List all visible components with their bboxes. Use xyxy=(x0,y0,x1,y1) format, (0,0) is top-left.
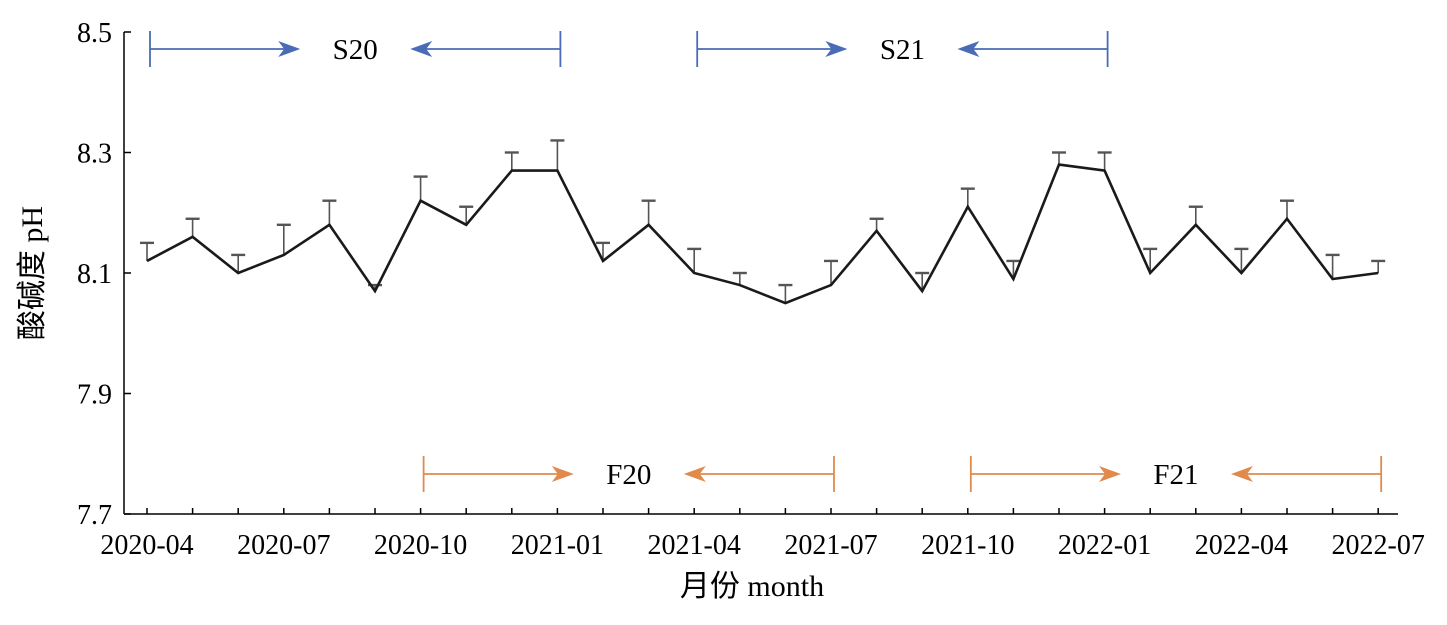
error-bar xyxy=(1234,247,1249,273)
error-bar xyxy=(732,271,747,286)
error-bar xyxy=(1188,205,1203,225)
error-bar xyxy=(824,259,838,286)
x-axis-title: 月份 month xyxy=(680,570,824,603)
x-tick-label: 2022-07 xyxy=(1332,530,1425,561)
error-bar xyxy=(596,241,610,261)
error-bar xyxy=(915,271,930,292)
y-ticks: 7.7 7.9 8.1 8.3 8.5 xyxy=(77,18,131,531)
error-bar xyxy=(960,187,975,207)
error-bar xyxy=(641,199,656,225)
period-right-arrowhead xyxy=(825,41,848,57)
x-tick-label: 2020-10 xyxy=(374,530,467,561)
period-label: F21 xyxy=(1153,459,1198,491)
y-tick-label: 8.5 xyxy=(77,18,112,49)
x-tick-label: 2021-01 xyxy=(511,530,604,561)
x-ticks: 2020-04 2020-07 2020-10 2021-01 2021-04 2021-… xyxy=(100,508,1425,561)
period-label: S20 xyxy=(333,34,378,66)
period-s21: S21 xyxy=(696,31,1109,67)
period-right-arrowhead xyxy=(551,466,574,482)
error-bar xyxy=(185,217,200,237)
series-layer xyxy=(146,163,1379,305)
error-bar xyxy=(1325,253,1340,280)
period-left-arrowhead xyxy=(410,41,433,57)
series-line xyxy=(146,163,1379,305)
period-left-arrowhead xyxy=(1231,466,1253,482)
error-bar xyxy=(1280,199,1294,219)
period-right-arrowhead xyxy=(1099,466,1121,482)
error-bar xyxy=(550,139,565,171)
y-tick-label: 7.9 xyxy=(77,380,112,411)
error-bar xyxy=(231,253,246,273)
x-tick-label: 2021-07 xyxy=(784,530,877,561)
error-bar xyxy=(1052,151,1066,165)
error-bar xyxy=(504,151,519,171)
period-f21: F21 xyxy=(969,456,1383,492)
x-tick-label: 2020-07 xyxy=(237,530,330,561)
period-s20: S20 xyxy=(149,31,562,67)
x-tick-label: 2022-04 xyxy=(1195,530,1288,561)
x-tick-label: 2021-04 xyxy=(648,530,741,561)
x-tick-label: 2021-10 xyxy=(921,530,1014,561)
y-tick-label: 8.3 xyxy=(77,139,112,170)
period-left-arrowhead xyxy=(957,41,980,57)
axes xyxy=(123,32,1398,515)
x-tick-label: 2020-04 xyxy=(100,530,193,561)
error-bar xyxy=(687,247,702,273)
error-bar xyxy=(140,241,154,261)
error-bar xyxy=(778,283,793,304)
error-bar xyxy=(1097,151,1112,171)
period-right-arrowhead xyxy=(278,41,301,57)
period-left-arrowhead xyxy=(683,466,706,482)
period-label: F20 xyxy=(606,459,651,491)
error-bars xyxy=(140,139,1386,304)
period-f20: F20 xyxy=(422,456,835,492)
error-bar xyxy=(322,199,337,225)
error-bar xyxy=(1143,247,1158,273)
error-bar xyxy=(459,205,474,225)
error-bar xyxy=(276,223,291,255)
period-label: S21 xyxy=(880,34,925,66)
error-bar xyxy=(1371,259,1386,273)
period-annotations: S20 S21 F20 F21 xyxy=(149,31,1383,492)
y-tick-label: 7.7 xyxy=(77,500,112,531)
error-bar xyxy=(413,175,428,201)
y-axis-title: 酸碱度 pH xyxy=(16,206,49,340)
y-tick-label: 8.1 xyxy=(77,259,112,290)
x-tick-label: 2022-01 xyxy=(1058,530,1151,561)
